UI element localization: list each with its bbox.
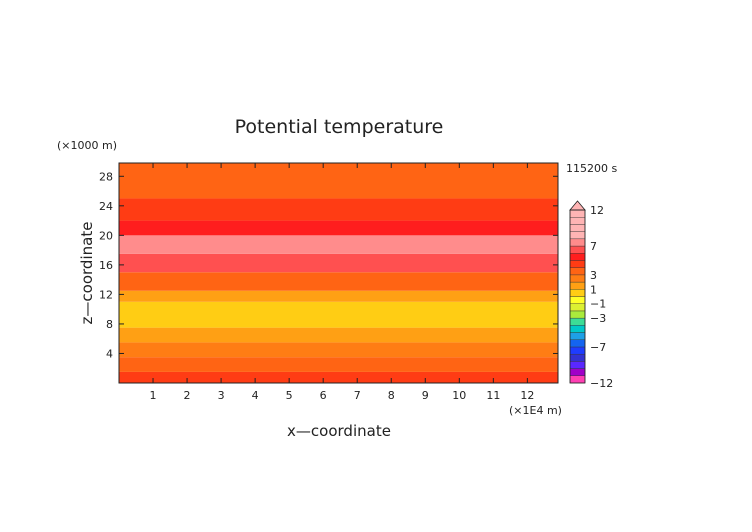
colorbar-segment-17 <box>569 253 586 261</box>
colorbar-segment-15 <box>569 267 586 276</box>
x-tick-label-11: 11 <box>486 389 500 402</box>
field-layer-6 <box>119 272 558 291</box>
colorbar-segment-7 <box>569 325 586 333</box>
colorbar-segment-22 <box>569 217 586 225</box>
colorbar-segment-23 <box>569 209 586 218</box>
x-tick-label-12: 12 <box>520 389 534 402</box>
colorbar-segment-3 <box>569 353 586 362</box>
y-tick-label-24: 24 <box>99 200 113 213</box>
y-axis-ticks: 4 8 12 16 20 24 28 <box>99 170 558 360</box>
time-label: 115200 s <box>566 162 617 175</box>
field-layer-1 <box>119 357 558 372</box>
colorbar-label-2: 3 <box>590 269 597 282</box>
y-tick-label-16: 16 <box>99 259 113 272</box>
colorbar-label-7: −12 <box>590 377 613 390</box>
colorbar-segment-2 <box>569 361 586 369</box>
field-layer-2 <box>119 342 558 358</box>
x-tick-label-5: 5 <box>286 389 293 402</box>
colorbar-segment-12 <box>569 289 586 297</box>
x-tick-label-4: 4 <box>252 389 259 402</box>
colorbar-segment-19 <box>569 238 586 247</box>
field-layer-9 <box>119 220 558 236</box>
colorbar-segment-20 <box>569 231 586 240</box>
plot-frame <box>118 162 559 384</box>
field-layer-3 <box>119 327 558 343</box>
colorbar-segment-6 <box>569 332 586 340</box>
colorbar-label-4: −1 <box>590 298 606 311</box>
temperature-field <box>119 163 558 383</box>
colorbar-segment-10 <box>569 303 586 312</box>
x-tick-label-7: 7 <box>354 389 361 402</box>
colorbar-segment-5 <box>569 339 586 348</box>
colorbar: 12 7 31 −1−3 −7 −12 <box>569 200 613 390</box>
colorbar-extend-arrow <box>569 200 586 211</box>
field-layer-8 <box>119 235 558 254</box>
field-layer-0 <box>119 371 558 383</box>
x-tick-label-8: 8 <box>388 389 395 402</box>
x-tick-label-6: 6 <box>320 389 327 402</box>
colorbar-label-6: −7 <box>590 341 606 354</box>
x-tick-label-2: 2 <box>184 389 191 402</box>
field-layer-4 <box>119 301 558 328</box>
colorbar-segment-14 <box>569 274 586 283</box>
colorbar-segment-16 <box>569 260 586 268</box>
colorbar-label-3: 1 <box>590 283 597 296</box>
y-tick-label-4: 4 <box>106 347 113 360</box>
field-layer-10 <box>119 198 558 221</box>
x-axis-ticks: 1 2 3 4 5 6 7 8 9 10 11 12 <box>150 163 534 402</box>
colorbar-segment-8 <box>569 317 586 326</box>
colorbar-label-5: −3 <box>590 312 606 325</box>
y-tick-label-12: 12 <box>99 288 113 301</box>
colorbar-segment-0 <box>569 375 586 384</box>
colorbar-segment-13 <box>569 281 586 290</box>
colorbar-label-0: 12 <box>590 204 604 217</box>
x-tick-label-10: 10 <box>452 389 466 402</box>
x-tick-label-9: 9 <box>422 389 429 402</box>
y-tick-label-28: 28 <box>99 170 113 183</box>
colorbar-segment-21 <box>569 224 586 232</box>
field-layer-7 <box>119 253 558 273</box>
colorbar-segment-11 <box>569 296 586 304</box>
chart-title: Potential temperature <box>235 116 444 138</box>
colorbar-segment-18 <box>569 245 586 254</box>
colorbar-segment-1 <box>569 368 586 376</box>
x-axis-label: x—coordinate <box>287 422 391 440</box>
x-tick-label-3: 3 <box>218 389 225 402</box>
y-tick-label-8: 8 <box>106 318 113 331</box>
colorbar-label-1: 7 <box>590 240 597 253</box>
y-unit-label: (×1000 m) <box>57 139 117 152</box>
y-axis-label: z—coordinate <box>78 222 96 325</box>
field-layer-5 <box>119 290 558 302</box>
colorbar-segment-4 <box>569 346 586 355</box>
colorbar-segment-9 <box>569 310 586 319</box>
x-unit-label: (×1E4 m) <box>509 404 562 417</box>
y-tick-label-20: 20 <box>99 229 113 242</box>
field-layer-11 <box>119 163 558 199</box>
colorbar-frame <box>569 209 586 384</box>
x-tick-label-1: 1 <box>150 389 157 402</box>
